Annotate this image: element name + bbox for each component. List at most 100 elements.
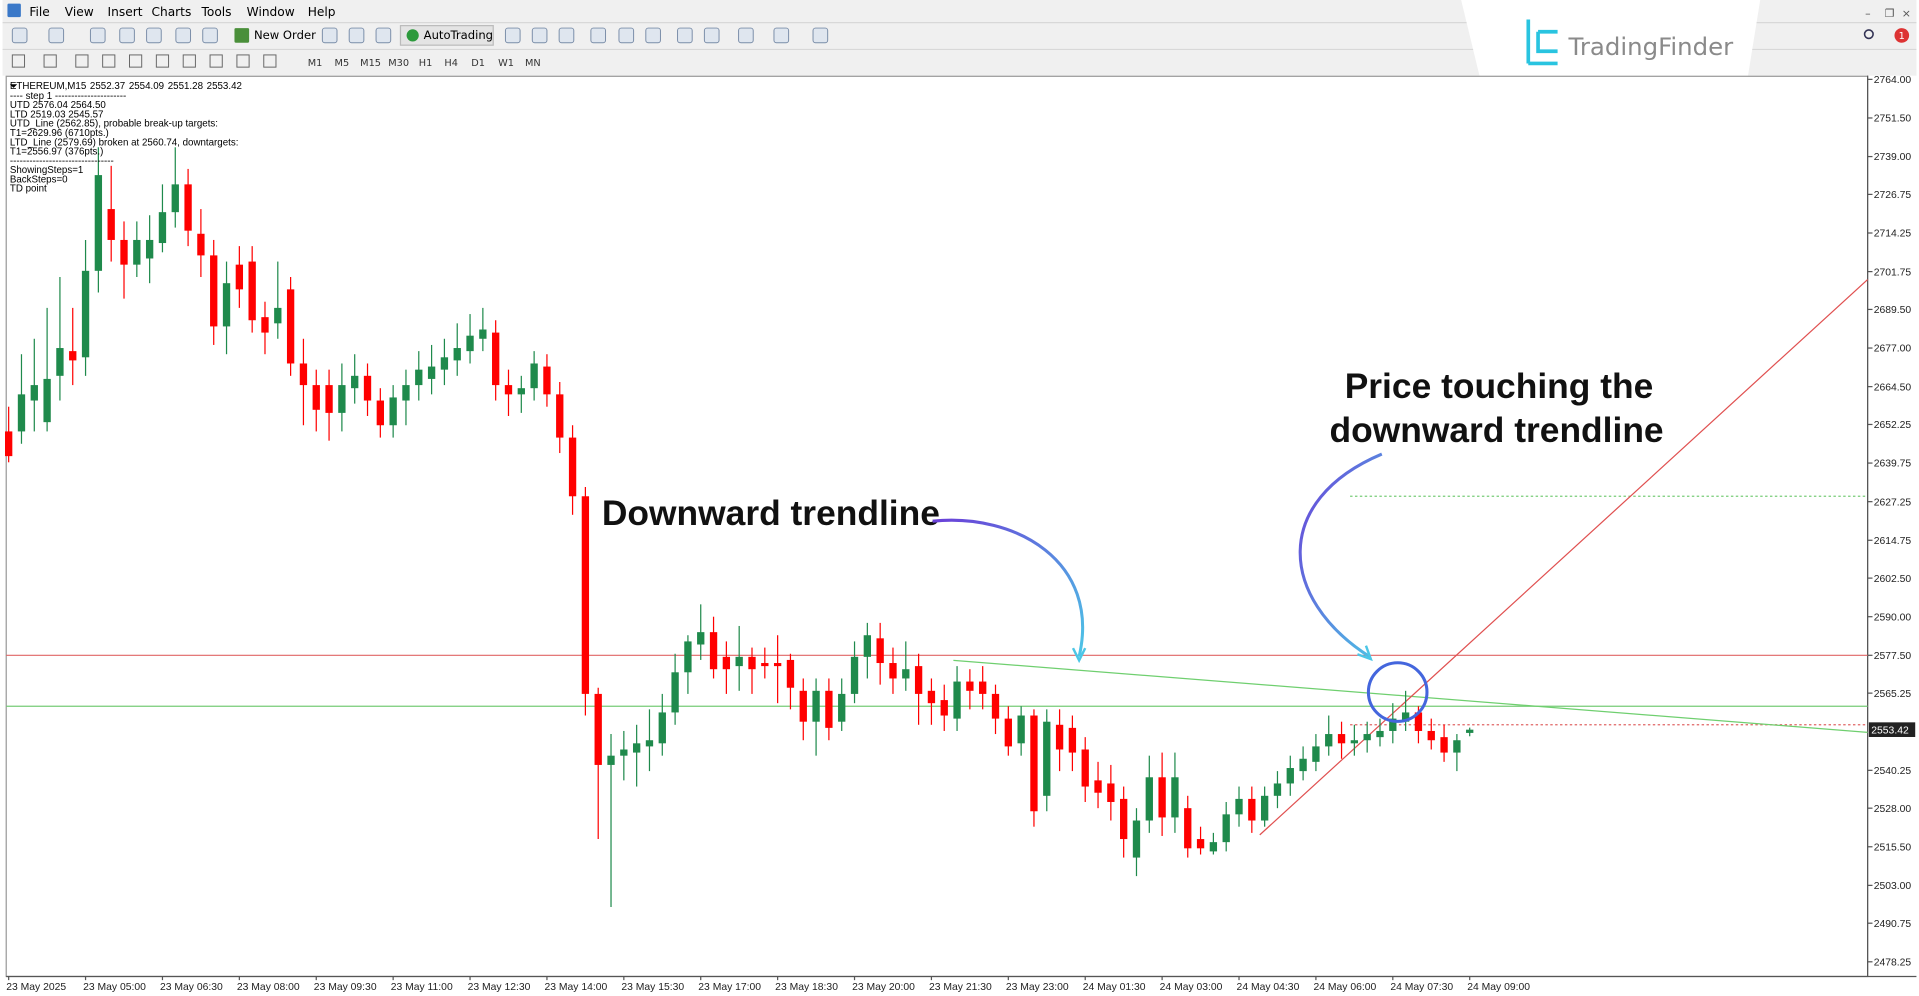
tool-button[interactable] <box>618 27 635 44</box>
new-order-label[interactable]: New Order <box>254 28 316 42</box>
candle-body <box>927 690 936 704</box>
tool-button[interactable] <box>812 27 829 44</box>
draw-tool[interactable] <box>129 54 143 68</box>
info-line: LTD_Line (2579.69) broken at 2560.74, do… <box>10 137 239 148</box>
notification-count[interactable]: 1 <box>1899 31 1905 42</box>
arrow-head <box>1071 647 1087 664</box>
timeframe-button[interactable]: MN <box>525 58 541 69</box>
tool-button[interactable] <box>119 27 135 44</box>
menu-item[interactable]: View <box>65 5 94 19</box>
timeframe-button[interactable]: H4 <box>444 58 458 69</box>
draw-tool[interactable] <box>43 54 57 68</box>
x-tick-label: 23 May 23:00 <box>1006 982 1069 993</box>
draw-tool[interactable] <box>155 54 170 68</box>
info-line: -------------------------------- <box>10 156 114 167</box>
info-line: ---- step 1 ---------------------- <box>10 91 126 102</box>
draw-tool[interactable] <box>236 54 250 68</box>
restore[interactable]: ❐ <box>1885 7 1895 20</box>
y-tick-label: 2528.00 <box>1874 804 1912 815</box>
tool-button[interactable] <box>504 27 521 44</box>
tool-button[interactable] <box>146 27 162 44</box>
draw-tool[interactable] <box>209 54 223 68</box>
candle-body <box>389 397 397 426</box>
tool-button[interactable] <box>590 27 607 44</box>
candle-body <box>581 496 590 694</box>
tool-button[interactable] <box>348 27 365 44</box>
minimize[interactable]: – <box>1865 7 1870 20</box>
tool-button[interactable] <box>89 27 106 44</box>
tool-button[interactable] <box>321 27 338 44</box>
timeframe-button[interactable]: H1 <box>419 58 433 69</box>
timeframe-button[interactable]: M15 <box>360 58 381 69</box>
candle-body <box>286 289 295 364</box>
close[interactable]: × <box>1902 7 1911 20</box>
candle-body <box>479 329 487 339</box>
timeframes: M1 M5 M15 M30 H1 H4 D1 W1 MN <box>308 58 541 69</box>
tool-button[interactable] <box>677 27 693 44</box>
candle-body <box>184 184 192 231</box>
candle-body <box>786 659 795 688</box>
tool-button[interactable] <box>531 27 548 44</box>
x-tick-label: 23 May 21:30 <box>929 982 992 993</box>
x-tick-label: 24 May 04:30 <box>1237 982 1300 993</box>
candle-body <box>222 283 231 327</box>
candle-body <box>607 755 615 765</box>
candle-body <box>504 385 513 395</box>
tool-button[interactable] <box>202 27 218 44</box>
autotrading-button[interactable]: AutoTrading <box>399 25 494 46</box>
draw-tool[interactable] <box>75 54 89 68</box>
draw-tool[interactable] <box>102 54 116 68</box>
timeframe-button[interactable]: M1 <box>308 58 323 69</box>
y-tick-label: 2478.25 <box>1874 957 1912 968</box>
draw-tool[interactable] <box>182 54 196 68</box>
search-icon[interactable] <box>1863 29 1874 40</box>
y-tick-label: 2714.25 <box>1874 229 1912 240</box>
candle-body <box>825 690 833 728</box>
tool-button[interactable] <box>11 27 28 44</box>
candle-body <box>299 363 308 386</box>
info-line: ShowingSteps=1 <box>10 165 83 176</box>
tool-button[interactable] <box>558 27 575 44</box>
menu-item[interactable]: Help <box>308 5 336 19</box>
timeframe-button[interactable]: M5 <box>335 58 350 69</box>
menu-item[interactable]: File <box>29 5 49 19</box>
menu-item[interactable]: Tools <box>201 5 232 19</box>
candle-body <box>838 693 846 722</box>
timeframe-button[interactable]: M30 <box>388 58 409 69</box>
draw-tool[interactable] <box>11 54 26 68</box>
tool-button[interactable] <box>773 27 790 44</box>
y-tick-label: 2503.00 <box>1874 881 1912 892</box>
y-tick-label: 2677.00 <box>1874 344 1912 355</box>
menu-item[interactable]: Window <box>247 5 295 19</box>
candle-body <box>402 385 410 401</box>
menu-item[interactable]: Insert <box>108 5 143 19</box>
candle-body <box>812 690 820 722</box>
candle-body <box>889 663 897 679</box>
tool-button[interactable] <box>703 27 720 44</box>
timeframe-button[interactable]: D1 <box>471 58 485 69</box>
notification-badge[interactable] <box>1894 28 1910 43</box>
autotrading-label[interactable]: AutoTrading <box>424 28 493 42</box>
candle-body <box>658 712 666 744</box>
candle-body <box>1440 737 1448 753</box>
x-tick-label: 24 May 01:30 <box>1083 982 1146 993</box>
tool-button[interactable] <box>175 27 192 44</box>
tool-button[interactable] <box>48 27 65 44</box>
candle-body <box>261 317 269 333</box>
annotation: Price touching the <box>1345 367 1654 406</box>
draw-tool[interactable] <box>263 54 277 68</box>
candle-body <box>5 431 13 457</box>
tool-button[interactable] <box>738 27 754 44</box>
timeframe-button[interactable]: W1 <box>498 58 514 69</box>
new-order-button[interactable]: New Order <box>234 28 316 43</box>
candle-body <box>351 375 359 389</box>
menu-item[interactable]: Charts <box>151 5 191 19</box>
candle-body <box>453 348 461 361</box>
dropdown[interactable] <box>9 84 18 88</box>
tool-button[interactable] <box>375 27 392 44</box>
upward-trendline <box>1259 279 1869 836</box>
tool-button[interactable] <box>645 27 661 44</box>
y-tick-label: 2577.50 <box>1874 651 1912 662</box>
candle-body <box>940 700 948 716</box>
close: 2553.42 <box>207 81 242 92</box>
